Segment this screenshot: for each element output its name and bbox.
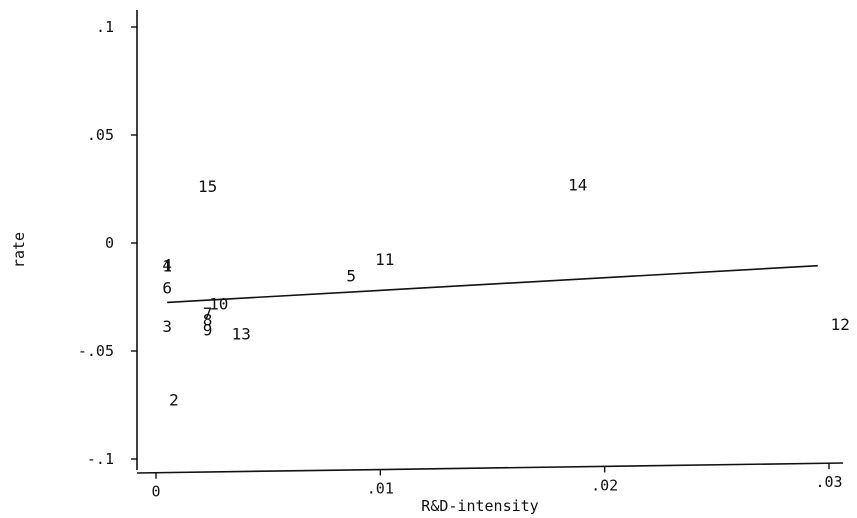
point-label-4: 4 (162, 256, 172, 275)
point-label-7: 7 (203, 304, 213, 323)
y-tick-label: 0 (105, 234, 114, 252)
x-tick-label: .03 (815, 473, 842, 491)
x-axis-title: R&D-intensity (421, 497, 538, 515)
point-label-8: 8 (203, 311, 213, 330)
y-tick-label: -.1 (87, 450, 114, 468)
point-label-11: 11 (375, 250, 394, 269)
point-label-2: 2 (169, 391, 179, 410)
x-axis-line (136, 462, 844, 474)
data-points: 14 2 3 5 6 789 10 11 12 13 14 15 (162, 176, 849, 410)
point-label-5: 5 (346, 266, 356, 285)
y-tick-label: .1 (96, 18, 114, 36)
y-axis-title: rate (10, 232, 28, 268)
point-label-6: 6 (162, 278, 172, 297)
point-label-15: 15 (198, 177, 217, 196)
x-axis: 0 .01 .02 .03 R&D-intensity (136, 462, 844, 515)
y-tick-label: -.05 (78, 342, 114, 360)
y-axis: .1 .05 0 -.05 -.1 rate (10, 10, 138, 470)
fit-line (167, 264, 818, 304)
point-label-1: 1 (162, 257, 172, 276)
x-tick-label: 0 (151, 483, 160, 501)
point-label-3: 3 (162, 317, 172, 336)
point-label-14: 14 (568, 176, 587, 195)
x-tick-label: .01 (367, 480, 394, 498)
point-label-10: 10 (209, 294, 228, 313)
point-label-13: 13 (232, 325, 251, 344)
y-tick-label: .05 (87, 126, 114, 144)
point-label-12: 12 (831, 315, 850, 334)
point-label-9: 9 (203, 320, 213, 339)
x-tick-label: .02 (591, 476, 618, 494)
